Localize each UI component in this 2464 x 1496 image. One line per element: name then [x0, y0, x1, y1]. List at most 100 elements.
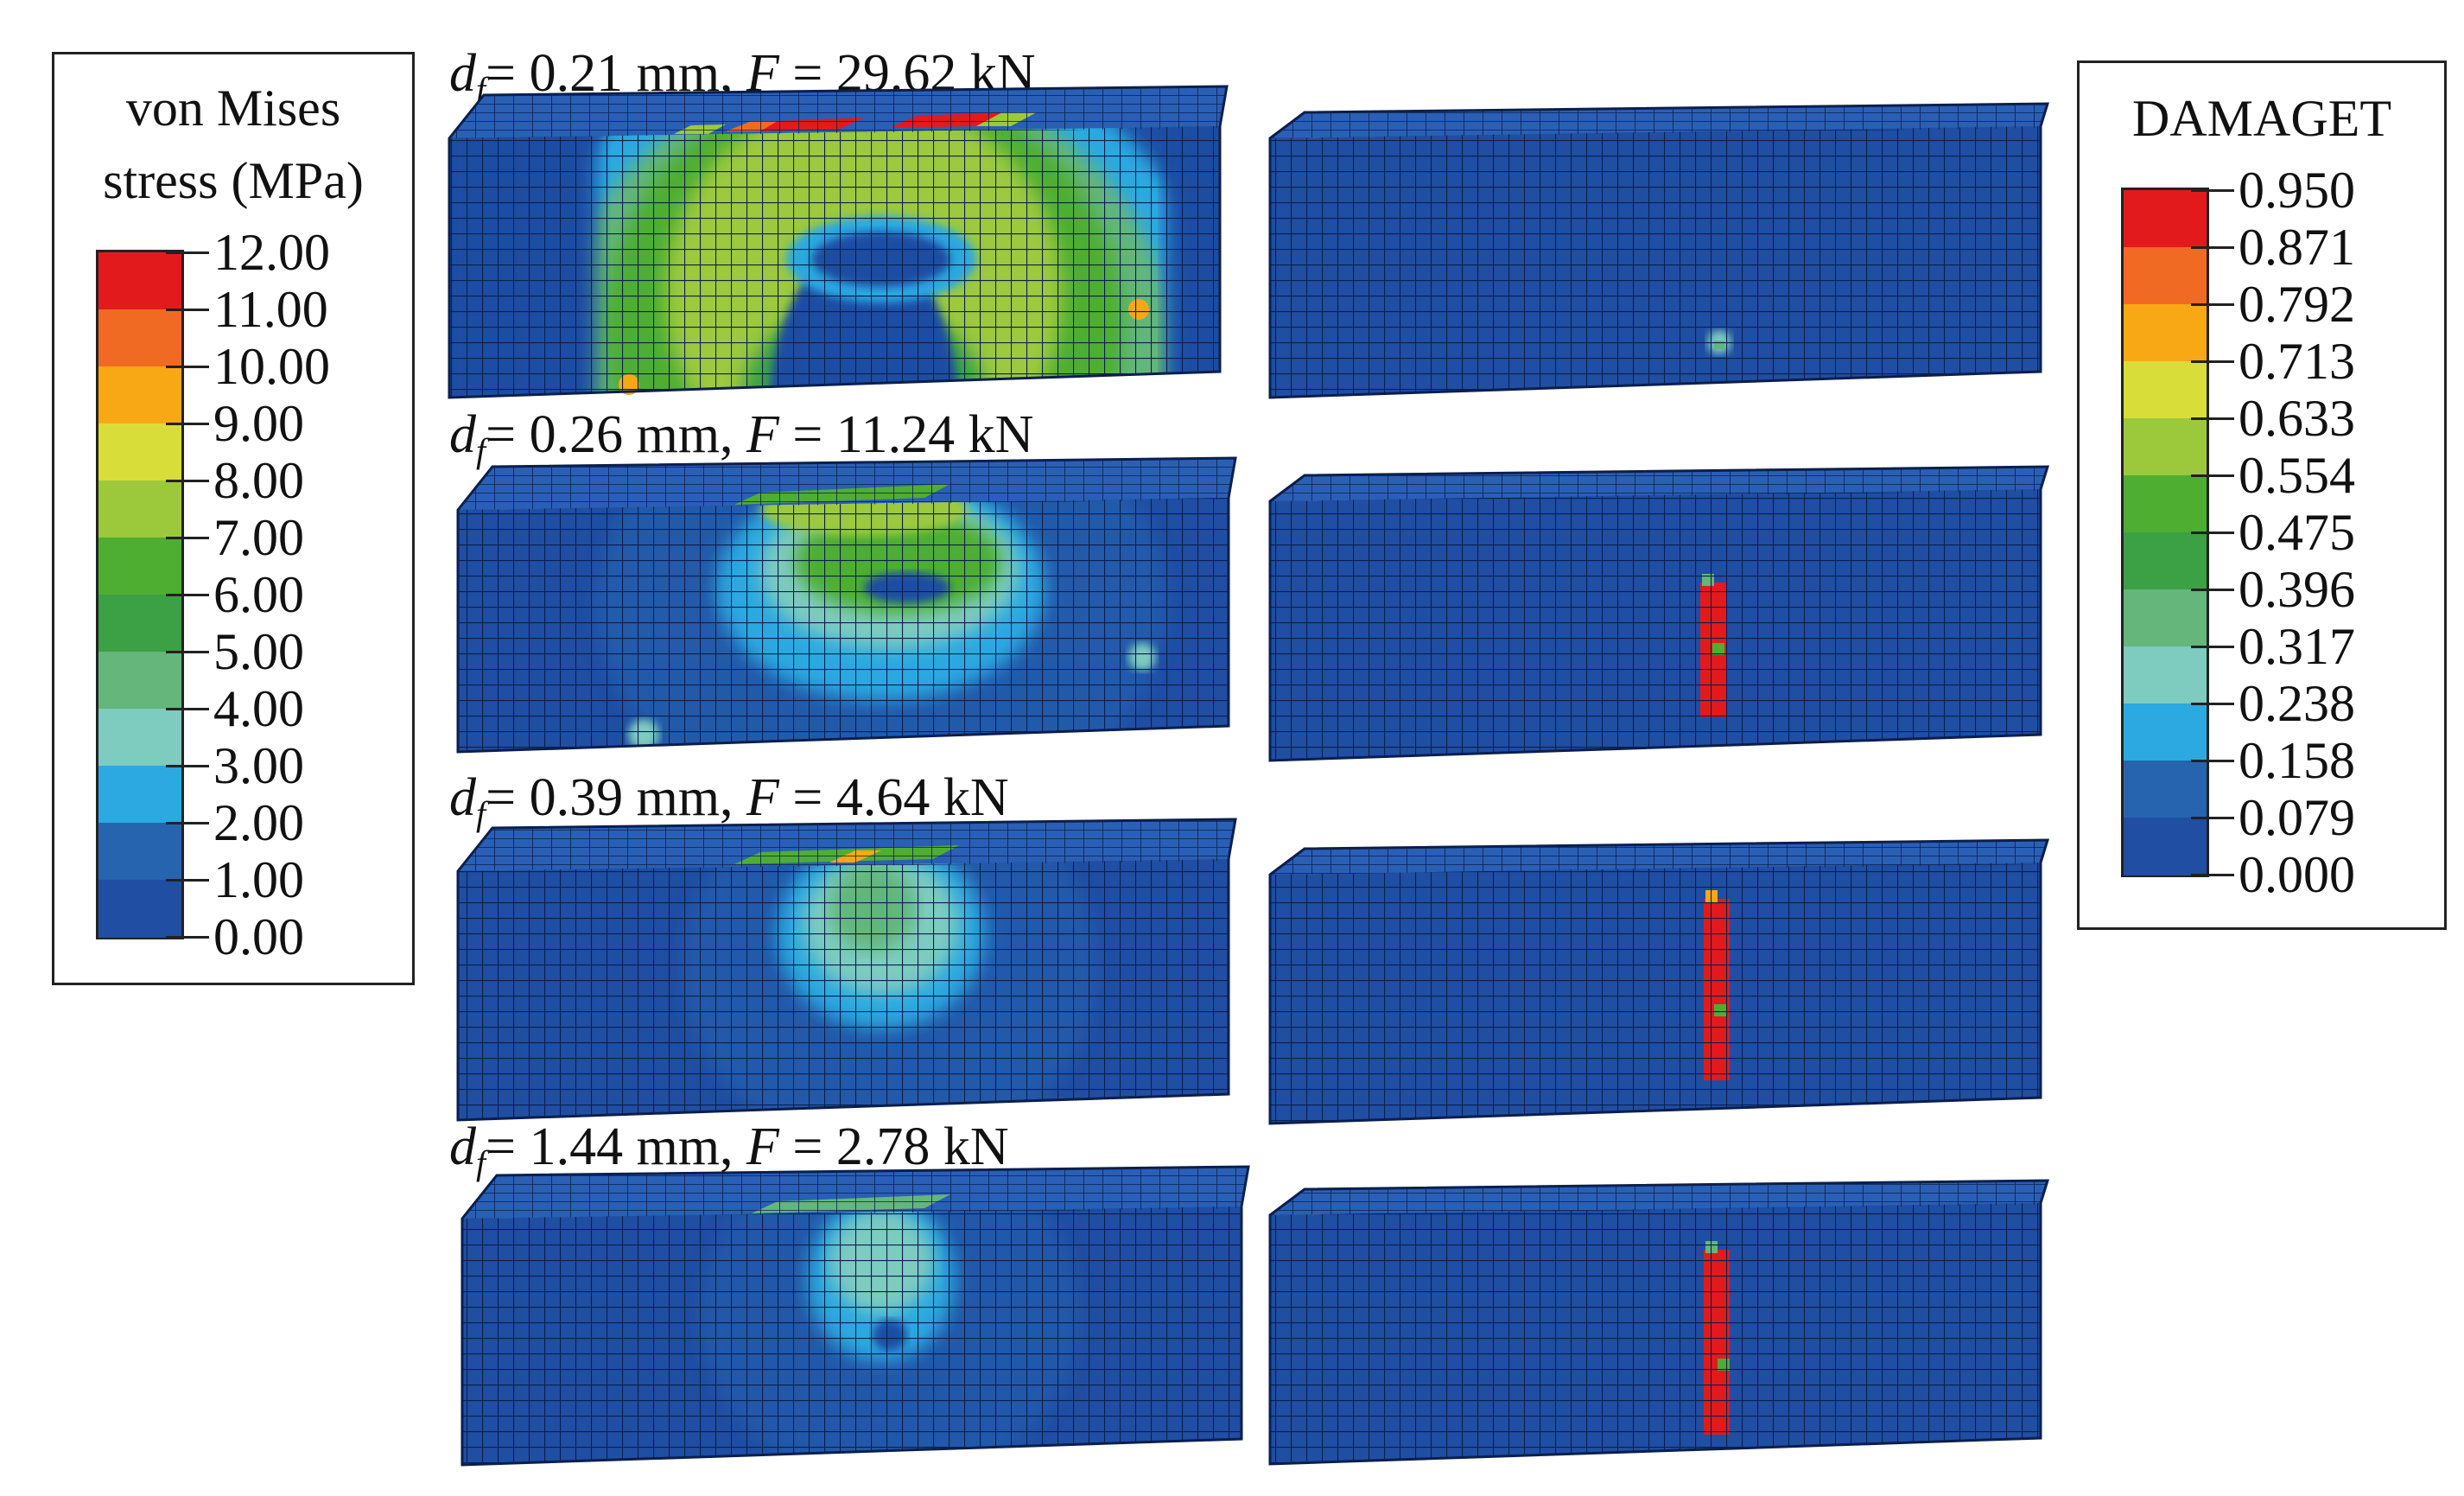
damage-tick-label: 0.317	[2239, 618, 2355, 675]
mesh-grid-top	[462, 1167, 1248, 1219]
row2-f-label: F	[746, 405, 779, 464]
row2-d-label: d	[449, 405, 476, 464]
stress-tick-label: 8.00	[213, 452, 304, 509]
stress-legend: von Mises stress (MPa) 12.00 11.00 10.00 9.…	[52, 52, 415, 985]
stress-beam-2	[456, 456, 1237, 754]
mesh-grid-front	[458, 859, 1229, 1120]
damage-tick-label: 0.396	[2239, 561, 2355, 618]
stress-tick	[166, 879, 209, 882]
damage-beam-3	[1268, 838, 2050, 1125]
stress-tick-label: 12.00	[213, 224, 330, 281]
stress-colorbar-band	[98, 880, 181, 938]
stress-colorbar-band	[98, 709, 181, 767]
mesh-grid-front	[1270, 1203, 2041, 1464]
stress-beam-1	[448, 85, 1229, 399]
damage-beam-2	[1268, 465, 2050, 762]
row1-d-sub: f	[476, 70, 486, 109]
damage-tick-label: 0.713	[2239, 333, 2355, 390]
stress-tick	[166, 309, 209, 311]
mesh-grid-top	[458, 458, 1235, 510]
mesh-grid-top	[1270, 104, 2048, 138]
row4-d-value: = 1.44 mm,	[486, 1117, 747, 1176]
stress-colorbar-band	[98, 538, 181, 595]
damage-tick-label: 0.554	[2239, 447, 2355, 504]
stress-tick	[166, 651, 209, 653]
damage-colorbar-band	[2124, 475, 2207, 533]
damage-tick	[2191, 532, 2234, 534]
row4-d-sub: f	[476, 1143, 486, 1182]
damage-tick	[2191, 874, 2234, 876]
damage-tick	[2191, 360, 2234, 363]
stress-beam-4	[460, 1165, 1250, 1467]
row2-d-sub: f	[476, 431, 486, 470]
stress-tick	[166, 594, 209, 596]
stress-tick	[166, 708, 209, 710]
stress-tick	[166, 366, 209, 368]
damage-tick	[2191, 246, 2234, 249]
damage-tick	[2191, 474, 2234, 477]
stress-beam-3	[456, 818, 1237, 1122]
stress-tick	[166, 423, 209, 425]
damage-tick	[2191, 817, 2234, 819]
damage-colorbar-band	[2124, 646, 2207, 704]
damage-colorbar-band	[2124, 761, 2207, 818]
damage-colorbar-band	[2124, 589, 2207, 647]
row3-d-sub: f	[476, 794, 486, 833]
stress-colorbar-band	[98, 309, 181, 367]
row2-caption: df= 0.26 mm, F = 11.24 kN	[449, 404, 1033, 481]
damage-tick-label: 0.792	[2239, 276, 2355, 333]
mesh-grid-top	[1270, 467, 2048, 501]
damage-tick	[2191, 417, 2234, 420]
row3-f-label: F	[746, 768, 779, 827]
mesh-grid-top	[1270, 840, 2048, 875]
stress-tick-label: 1.00	[213, 851, 304, 908]
damage-tick	[2191, 703, 2234, 705]
row2-f-value: = 11.24 kN	[778, 405, 1034, 464]
damage-tick	[2191, 760, 2234, 762]
row4-d-label: d	[449, 1117, 476, 1176]
stress-colorbar	[96, 250, 184, 939]
damage-tick-label: 0.158	[2239, 732, 2355, 789]
stress-tick-label: 2.00	[213, 794, 304, 851]
stress-colorbar-band	[98, 766, 181, 824]
stress-tick-label: 6.00	[213, 566, 304, 623]
damage-tick	[2191, 303, 2234, 306]
mesh-grid-front	[1270, 489, 2041, 761]
damage-beam-4	[1268, 1179, 2050, 1466]
mesh-outline	[1268, 1179, 2050, 1466]
damage-legend: DAMAGET 0.950 0.871 0.792 0.713 0.633 0.554 0.…	[2077, 60, 2447, 930]
stress-colorbar-band	[98, 823, 181, 881]
stress-colorbar-band	[98, 652, 181, 710]
stress-tick-label: 4.00	[213, 680, 304, 737]
stress-colorbar-band	[98, 252, 181, 310]
mesh-grid-front	[462, 1206, 1242, 1465]
damage-tick-label: 0.475	[2239, 504, 2355, 561]
damage-legend-title: DAMAGET	[2132, 90, 2391, 147]
row4-caption: df= 1.44 mm, F = 2.78 kN	[449, 1117, 1009, 1194]
damage-tick	[2191, 189, 2234, 192]
stress-tick	[166, 765, 209, 767]
damage-tick	[2191, 646, 2234, 648]
mesh-grid-front	[1270, 863, 2041, 1124]
stress-tick-label: 0.00	[213, 908, 304, 965]
stress-colorbar-band	[98, 423, 181, 481]
damage-colorbar-band	[2124, 247, 2207, 305]
stress-legend-title-line2: stress (MPa)	[103, 152, 364, 209]
mesh-outline	[456, 818, 1237, 1122]
row3-d-value: = 0.39 mm,	[486, 768, 747, 827]
mesh-grid-front	[458, 498, 1229, 752]
damage-colorbar-band	[2124, 418, 2207, 476]
damage-beam-1	[1268, 102, 2050, 399]
stress-tick-label: 10.00	[213, 338, 330, 395]
damage-colorbar-band	[2124, 304, 2207, 362]
mesh-outline	[1268, 465, 2050, 762]
mesh-grid-front	[449, 126, 1220, 398]
damage-tick	[2191, 589, 2234, 591]
damage-tick-label: 0.238	[2239, 675, 2355, 732]
mesh-grid-top	[449, 86, 1227, 138]
damage-tick-label: 0.079	[2239, 789, 2355, 846]
damage-colorbar	[2121, 188, 2209, 877]
stress-tick-label: 7.00	[213, 509, 304, 566]
stress-tick	[166, 822, 209, 824]
